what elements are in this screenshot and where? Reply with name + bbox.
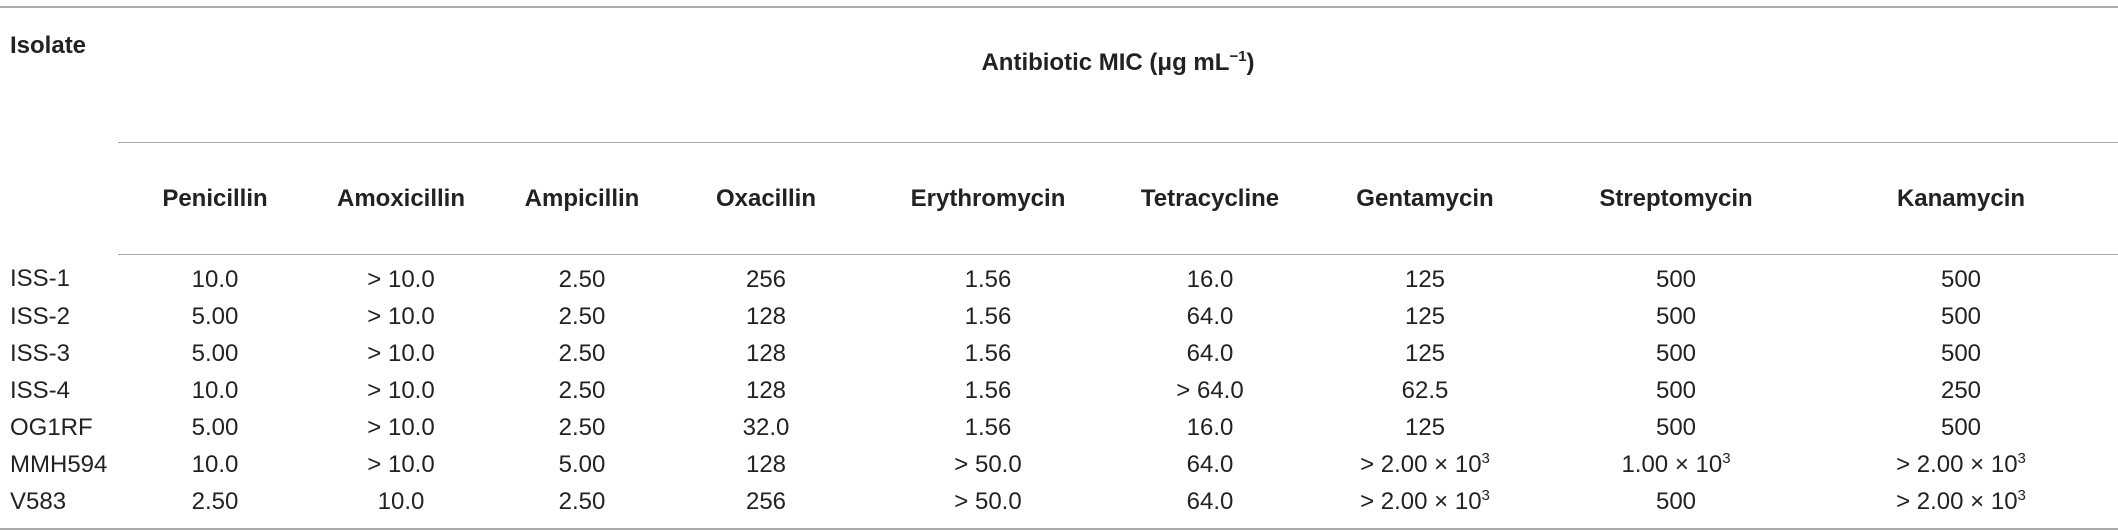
mic-value-cell: 64.0: [1186, 339, 1234, 367]
mic-value-cell: 500: [1655, 339, 1697, 367]
table-row: MMH594 10.0 > 10.0 5.00 128 > 50.0 64.0 > 2.00 …: [0, 446, 2118, 483]
mic-value-cell: 1.56: [964, 376, 1012, 404]
mic-value-cell: 500: [1940, 413, 1982, 441]
mic-value-cell: 32.0: [742, 413, 790, 441]
mic-value-cell: 128: [745, 376, 787, 404]
mic-value-cell: 125: [1404, 265, 1446, 293]
column-header-erythromycin: Erythromycin: [858, 142, 1118, 255]
table-row: ISS-1 10.0 > 10.0 2.50 256 1.56 16.0 125 500 500: [0, 255, 2118, 299]
mic-value-cell: 1.56: [964, 265, 1012, 293]
mic-value-cell: 2.50: [118, 483, 312, 530]
mic-value-cell: 500: [1655, 302, 1697, 330]
isolate-cell: OG1RF: [10, 413, 93, 441]
column-header-row: Penicillin Amoxicillin Ampicillin Oxacillin…: [0, 142, 2118, 255]
mic-value-cell: 2.50: [558, 339, 606, 367]
mic-value-cell: > 2.00 × 103: [1804, 483, 2118, 530]
mic-value-cell: > 10.0: [367, 265, 435, 293]
mic-value-cell: 64.0: [1118, 483, 1302, 530]
isolate-cell: ISS-2: [10, 302, 71, 330]
table-header: Isolate Antibiotic MIC (μg mL−1) Penicil…: [0, 6, 2118, 255]
isolate-cell: MMH594: [10, 450, 108, 478]
mic-value-cell: > 2.00 × 103: [1360, 449, 1490, 478]
mic-value-cell: 500: [1655, 413, 1697, 441]
mic-value-cell: 1.56: [964, 339, 1012, 367]
table-body: ISS-1 10.0 > 10.0 2.50 256 1.56 16.0 125 500 500 I…: [0, 255, 2118, 530]
mic-value-cell: 62.5: [1401, 376, 1449, 404]
column-header-amoxicillin: Amoxicillin: [312, 142, 490, 255]
mic-value-cell: 500: [1655, 376, 1697, 404]
mic-value-cell: > 50.0: [858, 483, 1118, 530]
column-header-kanamycin: Kanamycin: [1804, 142, 2118, 255]
mic-value-cell: 128: [745, 339, 787, 367]
mic-value-cell: 500: [1548, 483, 1804, 530]
mic-value-cell: 2.50: [490, 483, 674, 530]
column-header-gentamycin: Gentamycin: [1302, 142, 1548, 255]
isolate-cell: ISS-4: [10, 376, 71, 404]
isolate-cell: ISS-1: [10, 265, 71, 293]
isolate-cell: ISS-3: [10, 339, 71, 367]
mic-value-cell: 10.0: [191, 450, 239, 478]
mic-value-cell: 256: [674, 483, 858, 530]
isolate-header: Isolate: [0, 6, 118, 255]
mic-value-cell: 5.00: [191, 413, 239, 441]
column-header-ampicillin: Ampicillin: [490, 142, 674, 255]
mic-value-cell: 1.56: [964, 413, 1012, 441]
mic-value-cell: 2.50: [558, 265, 606, 293]
mic-value-cell: 5.00: [558, 450, 606, 478]
mic-value-cell: 2.50: [558, 413, 606, 441]
mic-value-cell: 10.0: [312, 483, 490, 530]
column-header-streptomycin: Streptomycin: [1548, 142, 1804, 255]
mic-value-cell: > 64.0: [1176, 376, 1244, 404]
mic-value-cell: 1.56: [964, 302, 1012, 330]
column-header-oxacillin: Oxacillin: [674, 142, 858, 255]
mic-value-cell: 16.0: [1186, 413, 1234, 441]
mic-value-cell: > 10.0: [367, 413, 435, 441]
antibiotic-mic-group-header: Antibiotic MIC (μg mL−1): [118, 6, 2118, 143]
mic-value-cell: 125: [1404, 413, 1446, 441]
table-row: ISS-3 5.00 > 10.0 2.50 128 1.56 64.0 125 500 500: [0, 335, 2118, 372]
mic-value-cell: 1.00 × 103: [1621, 449, 1731, 478]
table-row: OG1RF 5.00 > 10.0 2.50 32.0 1.56 16.0 125 500 500: [0, 409, 2118, 446]
mic-value-cell: 10.0: [191, 265, 239, 293]
table-row: ISS-2 5.00 > 10.0 2.50 128 1.56 64.0 125 500 500: [0, 298, 2118, 335]
column-header-tetracycline: Tetracycline: [1118, 142, 1302, 255]
mic-value-cell: 5.00: [191, 302, 239, 330]
mic-value-cell: > 10.0: [367, 339, 435, 367]
mic-value-cell: > 10.0: [367, 450, 435, 478]
mic-value-cell: 128: [745, 450, 787, 478]
mic-value-cell: 64.0: [1186, 302, 1234, 330]
table-row: ISS-4 10.0 > 10.0 2.50 128 1.56 > 64.0 62.5 500 2…: [0, 372, 2118, 409]
table-row: V583 2.50 10.0 2.50 256 > 50.0 64.0 > 2.00 × 10…: [0, 483, 2118, 530]
mic-table: Isolate Antibiotic MIC (μg mL−1) Penicil…: [0, 6, 2118, 530]
mic-value-cell: 500: [1655, 265, 1697, 293]
column-header-penicillin: Penicillin: [118, 142, 312, 255]
mic-value-cell: > 2.00 × 103: [1896, 449, 2026, 478]
mic-value-cell: 10.0: [191, 376, 239, 404]
mic-value-cell: 2.50: [558, 302, 606, 330]
mic-value-cell: > 2.00 × 103: [1302, 483, 1548, 530]
mic-value-cell: > 10.0: [367, 376, 435, 404]
mic-value-cell: 128: [745, 302, 787, 330]
mic-value-cell: 256: [745, 265, 787, 293]
mic-value-cell: > 50.0: [954, 450, 1022, 478]
mic-value-cell: 250: [1940, 376, 1982, 404]
isolate-cell: V583: [0, 483, 118, 530]
mic-value-cell: 16.0: [1186, 265, 1234, 293]
mic-value-cell: 64.0: [1186, 450, 1234, 478]
mic-value-cell: 5.00: [191, 339, 239, 367]
mic-value-cell: > 10.0: [367, 302, 435, 330]
mic-value-cell: 125: [1404, 339, 1446, 367]
mic-value-cell: 125: [1404, 302, 1446, 330]
mic-value-cell: 500: [1940, 339, 1982, 367]
mic-value-cell: 2.50: [558, 376, 606, 404]
mic-value-cell: 500: [1940, 265, 1982, 293]
mic-value-cell: 500: [1940, 302, 1982, 330]
